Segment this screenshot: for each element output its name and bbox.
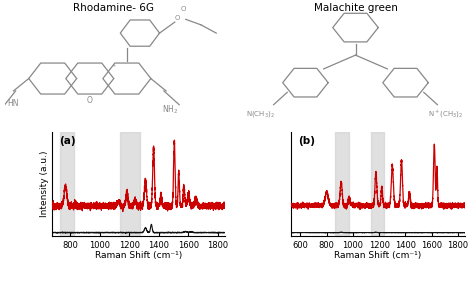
Bar: [60, 132, 73, 236]
Text: O: O: [175, 15, 180, 21]
Text: Rhodamine- 6G: Rhodamine- 6G: [73, 3, 154, 13]
Text: O: O: [181, 6, 186, 12]
Text: N$^+$(CH$_3$)$_2$: N$^+$(CH$_3$)$_2$: [428, 109, 464, 120]
Bar: [371, 132, 384, 236]
Y-axis label: Intensity (a.u.): Intensity (a.u.): [40, 151, 49, 217]
X-axis label: Raman Shift (cm⁻¹): Raman Shift (cm⁻¹): [334, 251, 421, 260]
Text: HN: HN: [7, 99, 18, 108]
Text: (b): (b): [298, 136, 315, 146]
Text: N(CH$_3$)$_2$: N(CH$_3$)$_2$: [246, 109, 275, 119]
Text: O: O: [87, 96, 93, 105]
Bar: [335, 132, 349, 236]
X-axis label: Raman Shift (cm⁻¹): Raman Shift (cm⁻¹): [95, 251, 182, 260]
Text: Malachite green: Malachite green: [314, 3, 397, 13]
Text: (a): (a): [59, 136, 76, 146]
Bar: [120, 132, 139, 236]
Text: NH$_2$: NH$_2$: [162, 103, 178, 116]
Text: $^+$: $^+$: [110, 64, 117, 70]
